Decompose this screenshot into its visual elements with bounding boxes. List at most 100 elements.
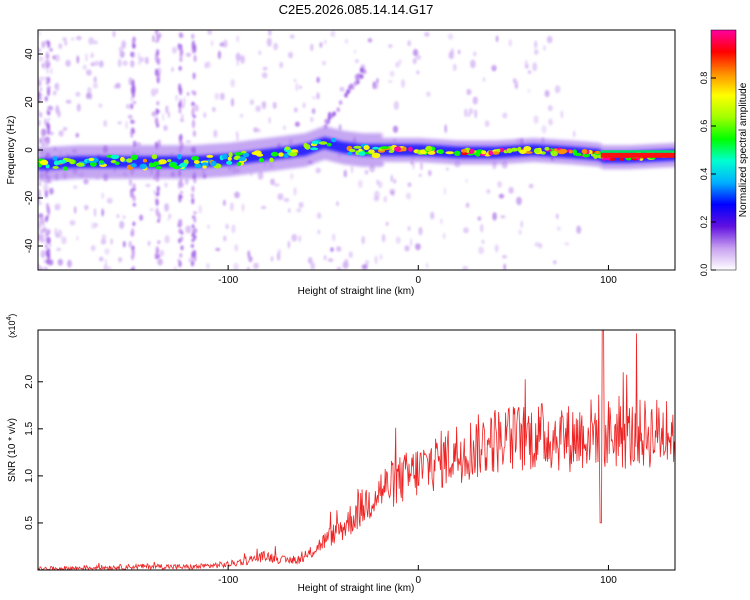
spectrogram-hotspot <box>574 152 582 157</box>
spectrogram-hotspot <box>130 163 137 168</box>
spectrogram-blob <box>412 49 419 57</box>
spectrogram-hotspot <box>269 157 274 163</box>
spectrogram-blob <box>236 132 239 142</box>
spectrogram-blob <box>486 189 491 194</box>
spectrogram-blob <box>42 228 48 233</box>
spectrogram-ridge-core <box>516 144 519 158</box>
snr-xtick-label: 0 <box>416 575 422 586</box>
spectrogram-branch-blob <box>360 67 364 73</box>
spectrogram-streak-blob <box>156 101 160 106</box>
spectrogram-hotspot <box>368 149 375 154</box>
spectrogram-blob <box>354 59 359 63</box>
spectrogram-blob <box>415 243 421 251</box>
spectrogram-hotspot <box>519 149 527 154</box>
spectrogram-blob <box>492 212 497 221</box>
spectrogram-blob <box>91 222 97 229</box>
snr-panel: -100 0 100 0.5 1.0 1.5 2.0 Height of straight … <box>6 314 676 594</box>
spectrogram-streak-blob <box>45 80 50 85</box>
spectrogram-blob <box>310 43 314 52</box>
spectrogram-blob <box>407 225 411 232</box>
spectrogram-ridge-core <box>148 155 151 169</box>
spectrogram-ridge-core <box>340 140 343 154</box>
spectrogram-blob <box>39 57 45 61</box>
spectrogram-blob <box>171 67 174 72</box>
spectrogram-blob <box>90 62 95 67</box>
spectrogram-hotspot <box>52 156 58 161</box>
spectrogram-hotspot <box>461 151 468 156</box>
spectrogram-streak-blob <box>193 249 197 257</box>
spectrogram-blob <box>163 125 168 131</box>
spectrogram-blob <box>183 96 186 105</box>
spectrogram-branch-blob <box>344 92 348 98</box>
colorbar: 0.0 0.2 0.4 0.6 0.8 Normalized spectral ampl… <box>699 29 749 276</box>
spectrogram-blob <box>118 58 122 68</box>
spectrogram-streak-blob <box>156 185 160 192</box>
spectrogram-blob <box>172 46 177 54</box>
spectrogram-blob <box>223 235 227 242</box>
spectrogram-blob <box>473 51 477 57</box>
spectrogram-streak-blob <box>156 191 160 197</box>
snr-ylabel: SNR (10 * v/v) <box>7 418 18 482</box>
snr-ytick-label: 1.5 <box>24 421 35 435</box>
spectrogram-hotspot <box>88 157 95 162</box>
spectrogram-hotspot <box>310 147 319 151</box>
spectrogram-blob <box>90 52 94 59</box>
spectrogram-blob <box>203 112 207 118</box>
spectrogram-blob <box>82 64 87 70</box>
spectrogram-blob <box>151 88 156 97</box>
spectrogram-blob <box>298 235 302 243</box>
spectrogram-ridge-core <box>576 146 579 160</box>
spectrogram-blob <box>410 238 413 247</box>
spectrogram-streak-blob <box>132 221 136 226</box>
spectrogram-hotspot <box>206 154 214 158</box>
spectrogram-blob <box>316 212 322 219</box>
spectrogram-blob <box>39 76 45 81</box>
spectrogram-blob <box>452 63 457 72</box>
spectrogram-blob <box>508 186 514 194</box>
spectrogram-blob <box>470 59 476 69</box>
spectrogram-blob <box>104 248 110 255</box>
spectrogram-blob <box>76 35 82 41</box>
spectrogram-blob <box>90 245 96 252</box>
spectrogram-blob <box>336 266 342 270</box>
spectrogram-ridge-core <box>138 155 141 169</box>
spectrogram-blob <box>295 82 299 92</box>
spectrogram-ridge-core <box>316 139 319 152</box>
spectrogram-blob <box>381 233 386 243</box>
spectrogram-blob <box>144 56 149 65</box>
spectrogram-blob <box>257 171 264 180</box>
spectrogram-blob <box>58 130 64 137</box>
spectrogram-blob <box>39 92 43 100</box>
spectrogram-blob <box>323 255 327 261</box>
spectrogram-blob <box>389 188 396 195</box>
spectrogram-streak-blob <box>179 51 183 58</box>
spectrogram-streak-blob <box>130 190 134 199</box>
spectrogram-ridge-core <box>460 146 463 159</box>
spectrogram-ridge-core <box>262 149 265 162</box>
spectrogram-blob <box>389 70 395 78</box>
spectrogram-hotspot <box>488 150 494 156</box>
spectrogram-blob <box>117 121 122 125</box>
spectrogram-branch-blob <box>346 89 350 95</box>
spectrogram-blob <box>53 90 57 96</box>
spectrogram-hotspot <box>372 146 380 150</box>
spectrogram-hotspot <box>347 151 353 156</box>
spectrogram-ridge-core <box>150 155 153 169</box>
spectrogram-ytick-label: -20 <box>24 190 35 205</box>
spectrogram-hotspot <box>151 154 158 160</box>
spectrogram-streak-blob <box>179 253 183 258</box>
spectrogram-ridge-core <box>68 156 71 169</box>
spectrogram-hotspot <box>114 161 120 166</box>
spectrogram-image <box>38 30 675 270</box>
spectrogram-streak-blob <box>191 41 195 50</box>
spectrogram-blob <box>236 35 240 43</box>
snr-axes: -100 0 100 0.5 1.0 1.5 2.0 <box>24 374 617 586</box>
spectrogram-blob <box>534 40 538 49</box>
spectrogram-hotspot <box>242 152 250 158</box>
spectrogram-blob <box>316 92 320 100</box>
spectrogram-blob <box>576 225 582 234</box>
spectrogram-blob <box>294 121 300 127</box>
snr-ytick-label: 1.0 <box>24 468 35 482</box>
spectrogram-blob <box>465 179 468 183</box>
spectrogram-blob <box>390 174 393 183</box>
